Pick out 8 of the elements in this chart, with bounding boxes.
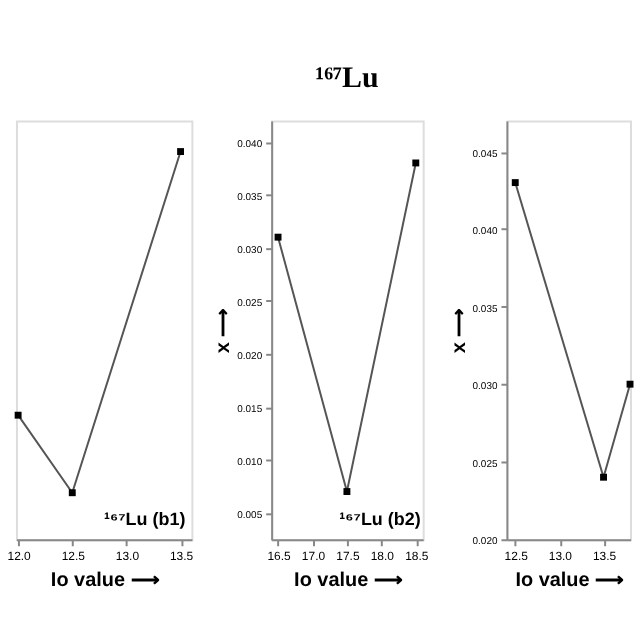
x-axis-title: Io value ⟶ xyxy=(294,570,404,593)
y-axis-title: x ⟶ xyxy=(448,306,471,354)
y-axis-title: x ⟶ xyxy=(213,306,236,354)
annotation: ¹⁶⁷Lu (b2) xyxy=(339,509,421,530)
x-axis-title: Io value ⟶ xyxy=(515,570,626,593)
chart-title: ¹⁶⁷Lu xyxy=(315,62,379,95)
x-axis-title: Io value ⟶ xyxy=(50,570,161,593)
annotation: ¹⁶⁷Lu (b1) xyxy=(103,509,186,530)
